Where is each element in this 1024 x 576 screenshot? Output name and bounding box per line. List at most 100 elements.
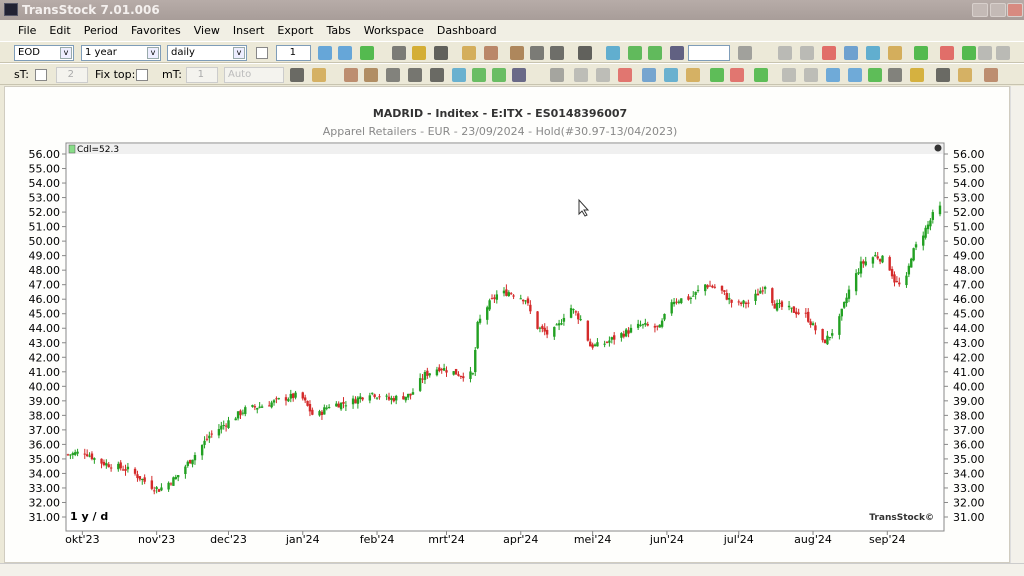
candle-down [205, 438, 209, 440]
count-stepper[interactable]: 1 [276, 45, 311, 61]
candlestick-chart[interactable]: Cdl=52.3 1 y / d TransStock© 56.0055.005… [0, 0, 1010, 560]
toolbar-icon-26[interactable] [962, 46, 976, 60]
toolbar2-icon-31[interactable] [984, 68, 998, 82]
toolbar-icon-23[interactable] [888, 46, 902, 60]
candle-up [620, 333, 623, 338]
toolbar2-icon-30[interactable] [958, 68, 972, 82]
toolbar2-icon-17[interactable] [664, 68, 678, 82]
toolbar2-icon-22[interactable] [782, 68, 796, 82]
toolbar2-icon-27[interactable] [888, 68, 902, 82]
source-select[interactable]: EOD v [14, 45, 74, 61]
toolbar-icon-8[interactable] [484, 46, 498, 60]
toolbar-icon-15[interactable] [648, 46, 662, 60]
menu-edit[interactable]: Edit [49, 24, 71, 37]
toolbar-checkbox[interactable] [256, 47, 268, 59]
toolbar2-icon-16[interactable] [642, 68, 656, 82]
toolbar-icon-6[interactable] [434, 46, 448, 60]
toolbar2-icon-7[interactable] [430, 68, 444, 82]
toolbar2-icon-21[interactable] [754, 68, 768, 82]
toolbar2-icon-23[interactable] [804, 68, 818, 82]
minimize-button[interactable] [972, 3, 988, 17]
scale-select[interactable]: Auto [224, 67, 284, 83]
menu-file[interactable]: File [18, 24, 37, 37]
range-select[interactable]: 1 year v [81, 45, 161, 61]
menu-dashboard[interactable]: Dashboard [436, 24, 497, 37]
toolbar-icon-5[interactable] [412, 46, 426, 60]
horizontal-scrollbar[interactable] [0, 563, 1024, 576]
candle-down [713, 286, 717, 288]
toolbar2-icon-6[interactable] [408, 68, 422, 82]
toolbar2-icon-18[interactable] [686, 68, 700, 82]
toolbar2-icon-25[interactable] [848, 68, 862, 82]
toolbar-icon-25[interactable] [940, 46, 954, 60]
toolbar-icon-1[interactable] [318, 46, 332, 60]
toolbar-icon-22[interactable] [866, 46, 880, 60]
toolbar-icon-11[interactable] [550, 46, 564, 60]
toolbar2-icon-11[interactable] [512, 68, 526, 82]
toolbar-icon-19[interactable] [800, 46, 814, 60]
toolbar2-icon-5[interactable] [386, 68, 400, 82]
search-input[interactable] [688, 45, 730, 61]
toolbar2-icon-15[interactable] [618, 68, 632, 82]
maximize-button[interactable] [990, 3, 1006, 17]
toolbar-icon-20[interactable] [822, 46, 836, 60]
toolbar-icon-4[interactable] [392, 46, 406, 60]
toolbar-icon-10[interactable] [530, 46, 544, 60]
menu-workspace[interactable]: Workspace [363, 24, 424, 37]
menu-view[interactable]: View [193, 24, 220, 37]
toolbar-icon-13[interactable] [606, 46, 620, 60]
candle-down [387, 396, 391, 400]
toolbar-icon-16[interactable] [670, 46, 684, 60]
toolbar2-icon-12[interactable] [550, 68, 564, 82]
toolbar2-icon-4[interactable] [364, 68, 378, 82]
close-button[interactable] [1007, 3, 1023, 17]
candle-down [224, 425, 228, 427]
fixtop-checkbox[interactable] [136, 69, 148, 81]
toolbar-icon-21[interactable] [844, 46, 858, 60]
candle-down [890, 268, 894, 277]
menu-export[interactable]: Export [277, 24, 314, 37]
y-tick-label-right: 41.00 [953, 366, 985, 379]
candle-up [234, 418, 237, 421]
toolbar-icon-24[interactable] [914, 46, 928, 60]
toolbar-icon-7[interactable] [462, 46, 476, 60]
toolbar-icon-18[interactable] [778, 46, 792, 60]
toolbar2-icon-13[interactable] [574, 68, 588, 82]
toolbar-icon-17[interactable] [738, 46, 752, 60]
toolbar2-icon-3[interactable] [344, 68, 358, 82]
candle-up [830, 333, 834, 336]
candle-down [402, 396, 405, 400]
st-stepper[interactable]: 2 [56, 67, 88, 83]
menu-favorites[interactable]: Favorites [131, 24, 181, 37]
st-checkbox[interactable] [35, 69, 47, 81]
candle-up [694, 291, 697, 295]
app-logo-icon [4, 3, 18, 16]
toolbar2-icon-29[interactable] [936, 68, 950, 82]
toolbar2-icon-8[interactable] [452, 68, 466, 82]
toolbar-icon-28[interactable] [996, 46, 1010, 60]
toolbar-icon-27[interactable] [978, 46, 992, 60]
toolbar-icon-3[interactable] [360, 46, 374, 60]
toolbar2-icon-28[interactable] [910, 68, 924, 82]
menu-tabs[interactable]: Tabs [326, 24, 351, 37]
menu-period[interactable]: Period [83, 24, 119, 37]
toolbar2-icon-9[interactable] [472, 68, 486, 82]
toolbar2-icon-14[interactable] [596, 68, 610, 82]
candle-up [474, 349, 477, 373]
toolbar2-icon-24[interactable] [826, 68, 840, 82]
mt-stepper[interactable]: 1 [186, 67, 218, 83]
close-pane-icon[interactable] [934, 144, 942, 152]
toolbar2-icon-1[interactable] [290, 68, 304, 82]
toolbar-icon-12[interactable] [578, 46, 592, 60]
toolbar-icon-2[interactable] [338, 46, 352, 60]
toolbar2-icon-26[interactable] [868, 68, 882, 82]
toolbar2-icon-10[interactable] [492, 68, 506, 82]
toolbar2-icon-19[interactable] [710, 68, 724, 82]
toolbar-icon-14[interactable] [628, 46, 642, 60]
vertical-scrollbar[interactable] [1010, 86, 1024, 563]
toolbar-icon-9[interactable] [510, 46, 524, 60]
toolbar2-icon-2[interactable] [312, 68, 326, 82]
toolbar2-icon-20[interactable] [730, 68, 744, 82]
menu-insert[interactable]: Insert [232, 24, 265, 37]
interval-select[interactable]: daily v [167, 45, 247, 61]
